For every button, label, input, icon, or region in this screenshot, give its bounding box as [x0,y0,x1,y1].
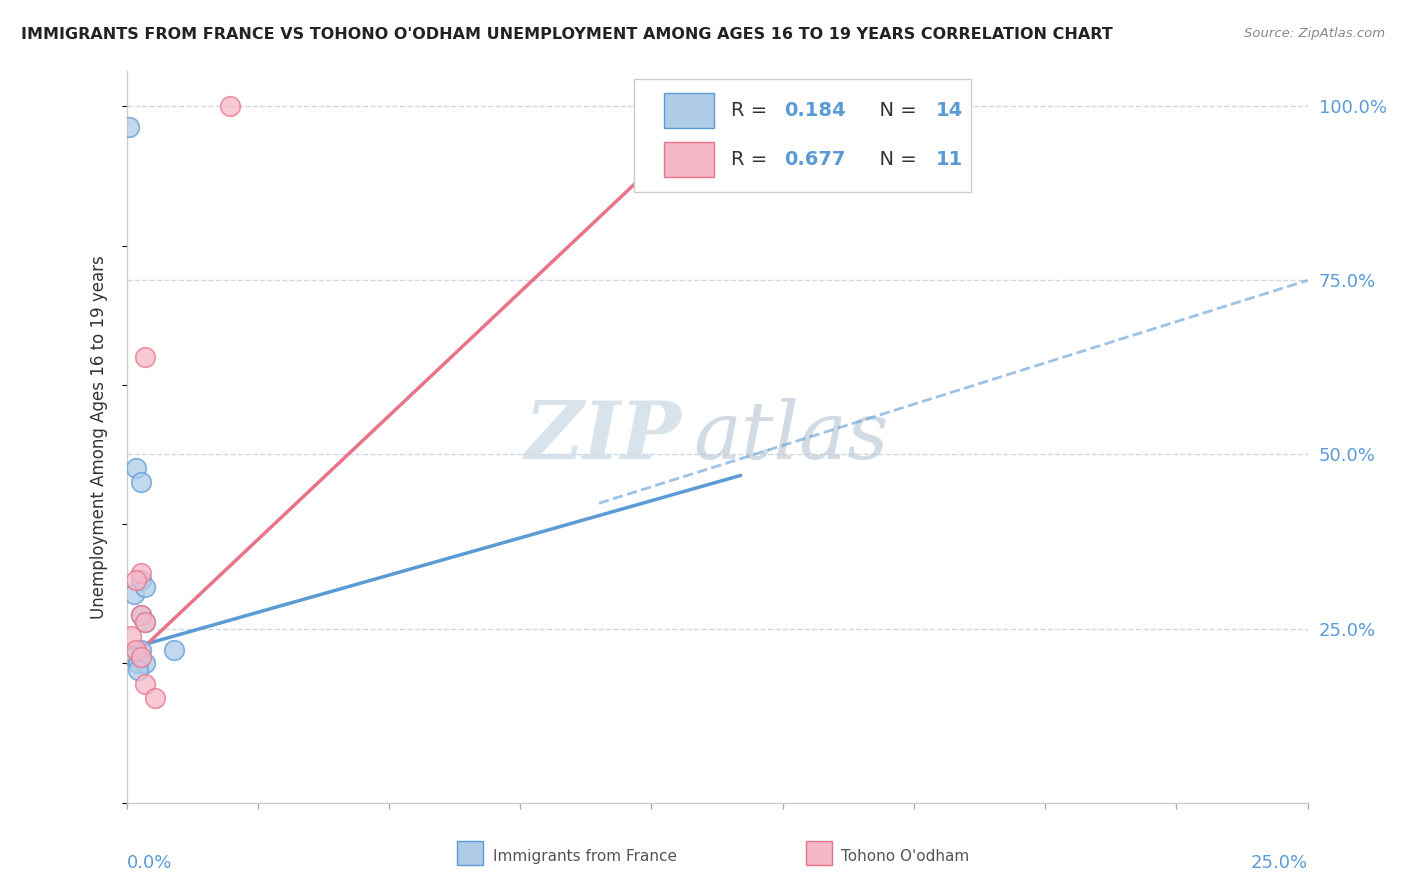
Point [129,607,152,622]
Point [143,691,166,706]
Text: Tohono O'odham: Tohono O'odham [841,848,969,863]
FancyBboxPatch shape [806,841,831,865]
Point [134,677,156,691]
Point [120,629,142,643]
Text: Immigrants from France: Immigrants from France [492,848,676,863]
Point [127,664,149,678]
Text: 11: 11 [935,151,963,169]
FancyBboxPatch shape [664,143,713,178]
Text: 0.184: 0.184 [785,102,846,120]
Point [129,566,152,580]
Text: 25.0%: 25.0% [1250,854,1308,872]
Point [125,642,148,657]
Point [125,573,148,587]
Point [122,587,145,601]
Text: atlas: atlas [693,399,889,475]
Text: N =: N = [868,102,924,120]
Point [219,99,242,113]
Point [134,657,156,671]
Point [129,649,152,664]
Text: N =: N = [868,151,924,169]
Point [127,657,149,671]
Point [129,475,152,490]
Text: Source: ZipAtlas.com: Source: ZipAtlas.com [1244,27,1385,40]
Text: R =: R = [731,102,773,120]
Point [134,615,156,629]
Text: ZIP: ZIP [524,399,682,475]
FancyBboxPatch shape [634,78,972,192]
Point [129,607,152,622]
Text: 14: 14 [935,102,963,120]
Text: 0.0%: 0.0% [127,854,172,872]
FancyBboxPatch shape [457,841,484,865]
Point [134,580,156,594]
Point [122,649,145,664]
Point [163,642,186,657]
Text: IMMIGRANTS FROM FRANCE VS TOHONO O'ODHAM UNEMPLOYMENT AMONG AGES 16 TO 19 YEARS : IMMIGRANTS FROM FRANCE VS TOHONO O'ODHAM… [21,27,1112,42]
Point [134,350,156,364]
Text: R =: R = [731,151,773,169]
Text: 0.677: 0.677 [785,151,846,169]
Point [118,120,141,134]
Point [129,573,152,587]
FancyBboxPatch shape [664,94,713,128]
Point [129,642,152,657]
Point [134,615,156,629]
Y-axis label: Unemployment Among Ages 16 to 19 years: Unemployment Among Ages 16 to 19 years [90,255,108,619]
Point [125,461,148,475]
